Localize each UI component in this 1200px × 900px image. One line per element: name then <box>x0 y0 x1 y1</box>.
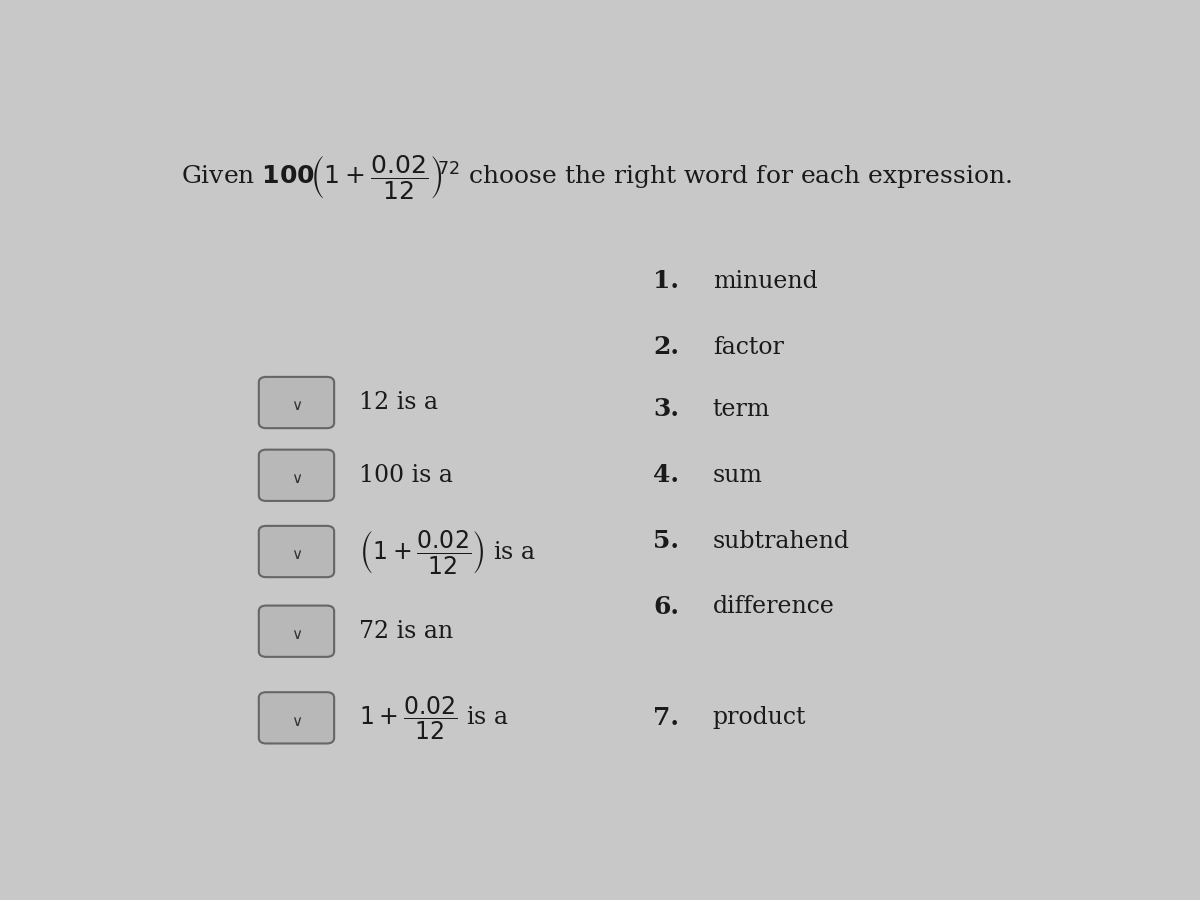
FancyBboxPatch shape <box>259 450 334 501</box>
Text: ∨: ∨ <box>290 472 302 486</box>
FancyBboxPatch shape <box>259 692 334 743</box>
FancyBboxPatch shape <box>259 526 334 577</box>
FancyBboxPatch shape <box>259 606 334 657</box>
Text: 12 is a: 12 is a <box>359 391 438 414</box>
Text: 4.: 4. <box>653 464 679 487</box>
Text: sum: sum <box>713 464 762 487</box>
Text: 3.: 3. <box>653 398 679 421</box>
Text: difference: difference <box>713 596 834 618</box>
Text: ∨: ∨ <box>290 547 302 562</box>
Text: 2.: 2. <box>653 335 679 359</box>
Text: 6.: 6. <box>653 595 679 619</box>
Text: $1+\dfrac{0.02}{12}$ is a: $1+\dfrac{0.02}{12}$ is a <box>359 694 509 742</box>
Text: ∨: ∨ <box>290 627 302 643</box>
Text: ∨: ∨ <box>290 399 302 413</box>
Text: product: product <box>713 706 806 729</box>
Text: term: term <box>713 398 770 421</box>
Text: $\left(1+\dfrac{0.02}{12}\right)$ is a: $\left(1+\dfrac{0.02}{12}\right)$ is a <box>359 527 536 575</box>
Text: 100 is a: 100 is a <box>359 464 454 487</box>
Text: factor: factor <box>713 336 784 358</box>
Text: 5.: 5. <box>653 529 679 554</box>
Text: 1.: 1. <box>653 269 679 293</box>
Text: subtrahend: subtrahend <box>713 529 850 553</box>
Text: minuend: minuend <box>713 270 817 292</box>
Text: ∨: ∨ <box>290 714 302 729</box>
Text: Given $\mathbf{100}\!\left(1+\dfrac{0.02}{12}\right)^{\!\!72}$ choose the right : Given $\mathbf{100}\!\left(1+\dfrac{0.02… <box>181 153 1012 202</box>
Text: 72 is an: 72 is an <box>359 620 454 643</box>
FancyBboxPatch shape <box>259 377 334 428</box>
Text: 7.: 7. <box>653 706 679 730</box>
